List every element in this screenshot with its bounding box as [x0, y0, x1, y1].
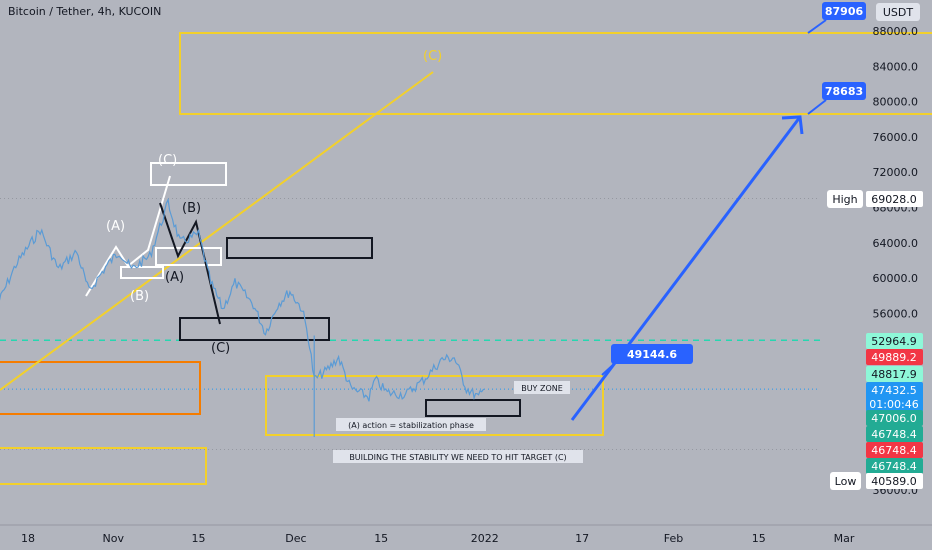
anno-b-black: (B)	[182, 201, 201, 216]
label-49144: 49144.6	[627, 348, 677, 361]
y-tick-label: 64000.0	[873, 237, 919, 250]
x-tick-label: Feb	[664, 532, 683, 545]
price-tag: 47006.0	[871, 412, 917, 425]
x-tick-label: 2022	[471, 532, 499, 545]
price-tag: 49889.2	[871, 351, 917, 364]
price-tags: 69028.0 52964.9 49889.2 48817.9 47432.501:00…	[822, 2, 923, 490]
price-tag-bg	[866, 366, 923, 382]
x-tick-label: Mar	[834, 532, 855, 545]
side-tag: 78683	[825, 85, 863, 98]
x-tick-label: 15	[752, 532, 766, 545]
price-tag-bg	[866, 349, 923, 365]
anno-c-white: (C)	[158, 153, 177, 168]
price-tag: 69028.0	[871, 193, 917, 206]
y-tick-label: 56000.0	[873, 307, 919, 320]
symbol-title[interactable]: Bitcoin / Tether, 4h, KUCOIN	[8, 5, 161, 18]
white-box-mid[interactable]	[155, 247, 222, 266]
rising-trendline[interactable]	[0, 71, 434, 391]
countdown-tag: 01:00:46	[869, 398, 918, 411]
price-tag: 46748.4	[871, 460, 917, 473]
x-tick-label: Nov	[103, 532, 125, 545]
black-box-upper[interactable]	[226, 237, 373, 259]
x-tick-label: 15	[192, 532, 206, 545]
x-tick-label: 15	[374, 532, 388, 545]
anno-c-yellow: (C)	[423, 49, 442, 64]
white-box-top[interactable]	[150, 162, 227, 186]
grid-lines	[0, 197, 820, 450]
price-tag: 40589.0	[871, 475, 917, 488]
y-tick-label: 84000.0	[873, 60, 919, 73]
white-wave-lines[interactable]	[85, 175, 171, 297]
blue-target-arrow[interactable]	[570, 116, 802, 421]
x-tick-label: 17	[575, 532, 589, 545]
annotations-layer: (C) (C) (A) (B) (B) (A) (C) 49144.6 BUY …	[106, 49, 693, 463]
label-49144-bg	[611, 344, 693, 364]
price-tag: 46748.4	[871, 444, 917, 457]
price-tag-bg	[866, 382, 923, 412]
price-tag-bg	[866, 442, 923, 458]
orange-zone-box[interactable]	[0, 361, 201, 415]
anno-a-black: (A)	[165, 270, 184, 285]
building-label: BUILDING THE STABILITY WE NEED TO HIT TA…	[349, 453, 566, 462]
side-tag: High	[832, 193, 857, 206]
connector-87906	[807, 19, 827, 34]
price-tag-bg	[866, 426, 923, 442]
y-tick-label: 76000.0	[873, 131, 919, 144]
black-box-lower[interactable]	[179, 317, 330, 341]
x-tick-label: Dec	[285, 532, 306, 545]
currency-badge[interactable]: USDT	[883, 6, 914, 19]
price-line[interactable]	[0, 197, 485, 402]
y-tick-label: 88000.0	[873, 25, 919, 38]
side-tag-bg	[827, 190, 863, 208]
price-tag-bg	[866, 333, 923, 349]
building-label-bg	[333, 450, 583, 463]
y-tick-label: 60000.0	[873, 272, 919, 285]
price-tag-bg	[866, 191, 923, 207]
currency-badge-bg	[876, 3, 920, 21]
price-tag-bg	[866, 473, 923, 489]
price-tag-bg	[866, 458, 923, 474]
side-tag-bg	[830, 472, 861, 490]
buy-zone-label: BUY ZONE	[521, 384, 563, 393]
black-wave-lines[interactable]	[159, 202, 221, 325]
connector-78683	[807, 99, 827, 115]
side-tag: Low	[835, 475, 857, 488]
price-tag: 47432.5	[871, 384, 917, 397]
price-tag: 48817.9	[871, 368, 917, 381]
x-tick-label: 18	[21, 532, 35, 545]
black-box-buyzone[interactable]	[425, 399, 521, 417]
side-tag: 87906	[825, 5, 864, 18]
drawings-layer	[0, 19, 932, 485]
y-tick-label: 80000.0	[873, 96, 919, 109]
connector-49144	[601, 363, 615, 376]
price-tag: 46748.4	[871, 428, 917, 441]
anno-c-black: (C)	[211, 341, 230, 356]
anno-a-white: (A)	[106, 219, 125, 234]
target-zone-box[interactable]	[179, 32, 932, 115]
anno-b-white: (B)	[130, 289, 149, 304]
stabilization-label-bg	[336, 418, 486, 431]
y-tick-label: 72000.0	[873, 166, 919, 179]
side-tag-bg	[822, 2, 866, 20]
buy-zone-label-bg	[514, 381, 570, 394]
price-tag: 52964.9	[871, 335, 917, 348]
bottom-yellow-box[interactable]	[0, 447, 207, 485]
buy-zone-box[interactable]	[265, 375, 604, 436]
price-series	[0, 197, 485, 438]
price-tag-bg	[866, 410, 923, 426]
time-axis[interactable]: 18 Nov 15 Dec 15 2022 17 Feb 15 Mar	[21, 532, 855, 545]
side-tag-bg	[822, 82, 866, 100]
stabilization-label: (A) action = stabilization phase	[348, 421, 474, 430]
white-box-small[interactable]	[120, 266, 164, 279]
blue-arrow-head	[781, 115, 804, 135]
